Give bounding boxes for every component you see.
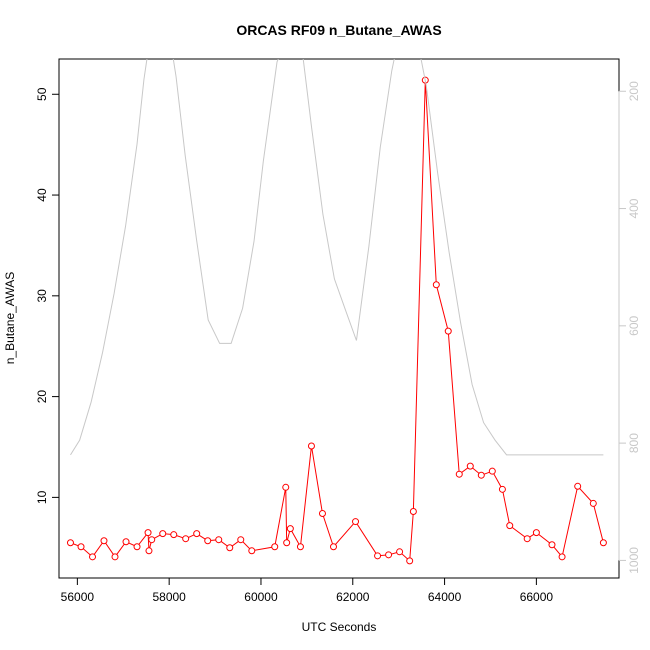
secondary-y-tick-label: 400 [627, 198, 641, 218]
data-point [283, 539, 291, 547]
data-point [466, 462, 474, 470]
data-point [204, 537, 212, 545]
data-point [170, 531, 178, 539]
data-point [432, 281, 440, 289]
data-point [488, 467, 496, 475]
data-point [329, 543, 337, 551]
data-point [506, 522, 514, 530]
y-tick-label: 50 [35, 87, 49, 101]
series-layer [66, 59, 607, 565]
data-point [159, 530, 167, 538]
data-point [318, 510, 326, 518]
y-axis-label: n_Butane_AWAS [3, 272, 17, 365]
y-tick-label: 10 [35, 490, 49, 504]
data-point [599, 539, 607, 547]
secondary-y-axis: 200 400 600 800 1000 [618, 81, 641, 574]
data-point [282, 483, 290, 491]
data-point [477, 471, 485, 479]
data-point [100, 537, 108, 545]
data-point [271, 543, 279, 551]
data-point [66, 539, 74, 547]
data-point [444, 327, 452, 335]
data-point [574, 482, 582, 490]
y-tick-label: 20 [35, 390, 49, 404]
x-axis: 56000 58000 60000 62000 64000 66000 [61, 577, 554, 604]
x-tick-label: 64000 [428, 590, 462, 604]
data-point [532, 529, 540, 537]
data-point [409, 507, 417, 515]
data-point [89, 553, 97, 561]
x-tick-label: 60000 [244, 590, 278, 604]
primary-series-line [70, 80, 604, 562]
x-tick-label: 66000 [520, 590, 554, 604]
data-point [122, 538, 130, 546]
secondary-y-tick-label: 800 [627, 433, 641, 453]
data-point [385, 551, 393, 559]
x-tick-label: 62000 [336, 590, 370, 604]
data-point [286, 525, 294, 533]
data-point [133, 543, 141, 551]
data-point [193, 530, 201, 538]
data-point [396, 548, 404, 556]
data-point [548, 541, 556, 549]
data-point [145, 547, 153, 555]
secondary-y-tick-label: 200 [627, 81, 641, 101]
data-point [406, 557, 414, 565]
secondary-series [70, 59, 604, 456]
x-axis-label: UTC Seconds [302, 620, 377, 634]
data-point [296, 543, 304, 551]
x-tick-label: 58000 [152, 590, 186, 604]
data-point [148, 536, 156, 544]
data-point [237, 536, 245, 544]
secondary-y-tick-label: 600 [627, 315, 641, 335]
data-point [498, 485, 506, 493]
data-point [111, 553, 119, 561]
data-point [455, 470, 463, 478]
y-tick-label: 30 [35, 289, 49, 303]
x-tick-label: 56000 [61, 590, 95, 604]
y-tick-label: 40 [35, 188, 49, 202]
secondary-y-tick-label: 1000 [627, 547, 641, 574]
data-point [307, 442, 315, 450]
data-point [589, 499, 597, 507]
data-point [558, 553, 566, 561]
secondary-series-line [70, 59, 604, 456]
data-point [352, 518, 360, 526]
data-point [374, 552, 382, 560]
data-point [523, 535, 531, 543]
plot-frame [58, 58, 620, 579]
chart-title: ORCAS RF09 n_Butane_AWAS [236, 22, 441, 38]
data-point [215, 536, 223, 544]
data-point [77, 543, 85, 551]
y-axis: 10 20 30 40 50 [35, 87, 60, 504]
data-point [248, 547, 256, 555]
data-point [226, 544, 234, 552]
data-point [144, 529, 152, 537]
data-point [182, 535, 190, 543]
primary-series [66, 76, 607, 565]
